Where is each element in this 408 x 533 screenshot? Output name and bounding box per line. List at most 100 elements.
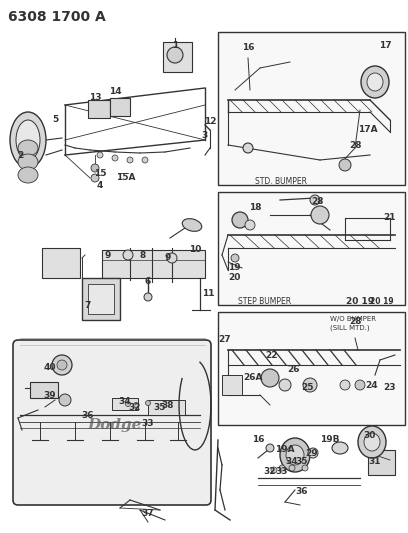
Text: 10: 10 xyxy=(189,246,201,254)
Text: 4: 4 xyxy=(97,181,103,190)
Text: 26: 26 xyxy=(288,366,300,375)
Circle shape xyxy=(59,394,71,406)
FancyBboxPatch shape xyxy=(13,340,211,505)
Bar xyxy=(218,32,405,185)
Text: 33: 33 xyxy=(142,419,154,429)
Circle shape xyxy=(266,444,274,452)
Bar xyxy=(102,250,205,278)
Text: 2: 2 xyxy=(17,150,23,159)
Text: 28: 28 xyxy=(349,141,361,149)
Text: 22: 22 xyxy=(266,351,278,359)
Circle shape xyxy=(123,250,133,260)
Text: 17: 17 xyxy=(379,41,391,50)
Text: 19B: 19B xyxy=(320,435,340,445)
Bar xyxy=(42,248,80,278)
Circle shape xyxy=(303,378,317,392)
Bar xyxy=(163,42,192,72)
Text: 12: 12 xyxy=(204,117,216,126)
Text: 40: 40 xyxy=(44,364,56,373)
Text: 37: 37 xyxy=(142,508,154,518)
Circle shape xyxy=(231,254,239,262)
Text: 27: 27 xyxy=(219,335,231,344)
Bar xyxy=(82,278,120,320)
Circle shape xyxy=(310,195,320,205)
Text: 34: 34 xyxy=(286,457,298,466)
Text: 9: 9 xyxy=(105,252,111,261)
Circle shape xyxy=(91,164,99,172)
Circle shape xyxy=(97,152,103,158)
Circle shape xyxy=(112,155,118,161)
Text: 32: 32 xyxy=(264,467,276,477)
Text: 11: 11 xyxy=(202,289,214,298)
Text: 8: 8 xyxy=(140,252,146,261)
Circle shape xyxy=(245,220,255,230)
Text: 20 19: 20 19 xyxy=(370,297,394,306)
Text: 24: 24 xyxy=(366,381,378,390)
Circle shape xyxy=(167,47,183,63)
Text: 39: 39 xyxy=(44,391,56,400)
Text: 19A: 19A xyxy=(275,446,295,455)
Bar xyxy=(88,100,110,118)
Bar xyxy=(110,98,130,116)
Text: 30: 30 xyxy=(364,431,376,440)
Ellipse shape xyxy=(286,445,304,465)
Text: 14: 14 xyxy=(109,87,121,96)
Circle shape xyxy=(340,380,350,390)
Text: STEP BUMPER: STEP BUMPER xyxy=(238,297,291,306)
Ellipse shape xyxy=(361,66,389,98)
Ellipse shape xyxy=(358,426,386,458)
Circle shape xyxy=(339,159,351,171)
Bar xyxy=(30,382,58,398)
Bar xyxy=(148,400,185,415)
Text: 5: 5 xyxy=(52,116,58,125)
Circle shape xyxy=(133,402,138,408)
Text: 16: 16 xyxy=(252,435,264,445)
Text: 20: 20 xyxy=(228,273,240,282)
Text: 35: 35 xyxy=(154,403,166,413)
Text: 13: 13 xyxy=(89,93,101,102)
Text: W/O BUMPER: W/O BUMPER xyxy=(330,316,376,322)
Ellipse shape xyxy=(332,442,348,454)
Ellipse shape xyxy=(18,154,38,170)
Circle shape xyxy=(126,401,131,407)
Text: 18: 18 xyxy=(249,203,261,212)
Text: 6: 6 xyxy=(145,278,151,287)
Circle shape xyxy=(355,380,365,390)
Circle shape xyxy=(142,157,148,163)
Ellipse shape xyxy=(10,112,46,168)
Circle shape xyxy=(57,360,67,370)
Text: 38: 38 xyxy=(162,400,174,409)
Ellipse shape xyxy=(280,438,310,472)
Ellipse shape xyxy=(16,120,40,160)
Text: 21: 21 xyxy=(384,214,396,222)
Text: 15A: 15A xyxy=(116,173,136,182)
Circle shape xyxy=(279,465,285,471)
Text: 26A: 26A xyxy=(243,373,263,382)
Text: 28: 28 xyxy=(349,318,361,327)
Text: 20 19: 20 19 xyxy=(346,296,374,305)
Circle shape xyxy=(289,465,295,471)
Text: 7: 7 xyxy=(85,301,91,310)
Text: 32: 32 xyxy=(129,403,141,413)
Text: 31: 31 xyxy=(369,457,381,466)
Text: 23: 23 xyxy=(384,384,396,392)
Bar xyxy=(368,450,395,475)
Text: 36: 36 xyxy=(82,410,94,419)
Circle shape xyxy=(91,174,99,182)
Text: 3: 3 xyxy=(202,131,208,140)
Text: 17A: 17A xyxy=(358,125,378,134)
Text: 9: 9 xyxy=(165,254,171,262)
Circle shape xyxy=(311,206,329,224)
Bar xyxy=(88,284,114,314)
Text: (SILL MTD.): (SILL MTD.) xyxy=(330,325,370,331)
Text: 28: 28 xyxy=(312,198,324,206)
Circle shape xyxy=(308,448,318,458)
Bar xyxy=(42,248,80,278)
Text: 25: 25 xyxy=(302,384,314,392)
Ellipse shape xyxy=(364,433,380,451)
Circle shape xyxy=(167,253,177,263)
Text: 35: 35 xyxy=(296,457,308,466)
Circle shape xyxy=(127,157,133,163)
Text: Dodge: Dodge xyxy=(88,418,142,432)
Text: 36: 36 xyxy=(296,488,308,497)
